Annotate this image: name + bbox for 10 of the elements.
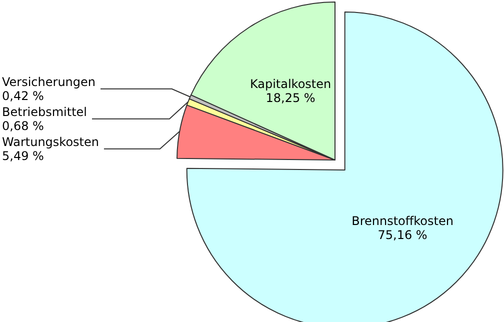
data-label: 0,42 %	[2, 88, 44, 103]
slice-label: Versicherungen	[2, 74, 96, 89]
slice-label: Kapitalkosten	[250, 77, 332, 92]
data-label: 75,16 %	[378, 228, 428, 242]
data-label: 18,25 %	[266, 91, 316, 106]
data-label: 0,68 %	[2, 118, 44, 133]
slice-label: Betriebsmittel	[2, 104, 87, 119]
slice-label: Wartungskosten	[2, 134, 99, 149]
data-label: 5,49 %	[2, 148, 44, 163]
slice-label: Brennstoffkosten	[352, 214, 454, 228]
